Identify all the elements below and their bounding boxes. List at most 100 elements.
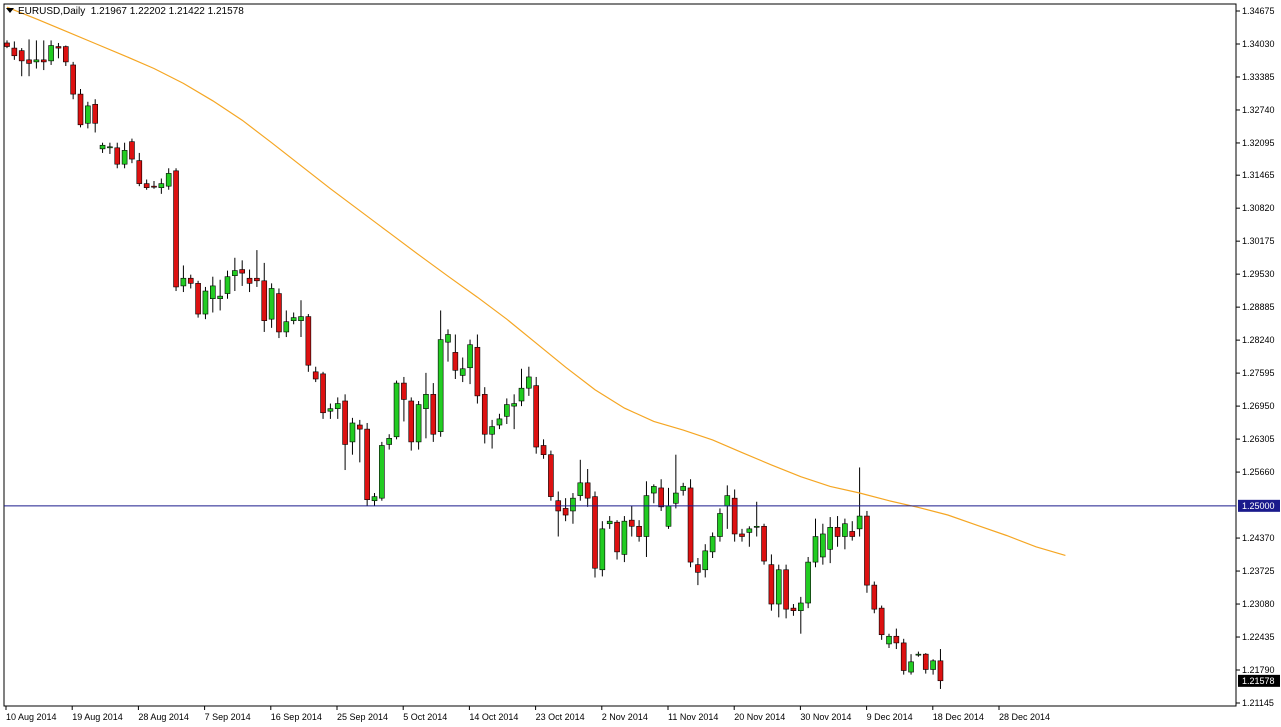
candle-body-bear bbox=[687, 487, 694, 563]
candle-body-bull bbox=[489, 426, 495, 435]
candle bbox=[452, 334, 459, 379]
candle-body-bull bbox=[107, 146, 113, 149]
candle bbox=[77, 88, 84, 128]
x-tick-label: 20 Nov 2014 bbox=[734, 712, 785, 722]
candle bbox=[467, 339, 473, 385]
candle bbox=[650, 484, 657, 504]
candle-body-bull bbox=[210, 285, 216, 299]
candle-body-bear bbox=[481, 394, 488, 435]
y-tick-label: 1.34030 bbox=[1242, 39, 1275, 49]
price-axis: 1.34675 1.34030 1.33385 1.32740 1.32095 1.314… bbox=[1236, 6, 1280, 708]
low-value: 1.21422 bbox=[168, 6, 205, 17]
candle-body-bear bbox=[900, 642, 907, 671]
candle bbox=[915, 651, 922, 657]
candle bbox=[606, 516, 613, 529]
candle bbox=[187, 274, 194, 289]
candle bbox=[437, 310, 444, 437]
candle-body-bull bbox=[232, 270, 238, 276]
candle-body-bear bbox=[768, 564, 775, 605]
candle bbox=[562, 498, 569, 522]
candle-body-bull bbox=[746, 528, 753, 533]
candle-body-bear bbox=[695, 564, 701, 573]
x-tick-label: 11 Nov 2014 bbox=[668, 712, 718, 722]
x-tick-label: 28 Aug 2014 bbox=[138, 712, 189, 722]
candle bbox=[481, 387, 488, 444]
candle-body-bear bbox=[584, 482, 591, 499]
candle bbox=[320, 371, 326, 419]
menu-triangle-icon[interactable] bbox=[6, 8, 14, 13]
candle bbox=[107, 142, 113, 154]
candle bbox=[136, 152, 143, 187]
y-tick-label: 1.31465 bbox=[1242, 170, 1275, 180]
candle bbox=[11, 41, 18, 60]
candle-body-bear bbox=[173, 170, 179, 288]
candle bbox=[423, 372, 429, 439]
candle bbox=[761, 523, 767, 565]
candle bbox=[680, 482, 687, 496]
candle-body-bull bbox=[415, 404, 422, 443]
candle-body-bear bbox=[430, 394, 437, 435]
candle-body-bear bbox=[55, 46, 62, 49]
candle-body-bull bbox=[820, 533, 826, 558]
candle-body-bear bbox=[474, 346, 481, 397]
candle-body-bull bbox=[48, 45, 54, 62]
candle bbox=[232, 257, 238, 292]
candle-body-bull bbox=[908, 661, 914, 673]
candle-body-bear bbox=[129, 141, 135, 160]
candle-body-bear bbox=[18, 50, 25, 62]
candle-body-bear bbox=[40, 59, 47, 63]
candle bbox=[878, 605, 885, 640]
candle bbox=[33, 40, 40, 69]
candle-body-bull bbox=[805, 561, 811, 604]
candle bbox=[290, 312, 297, 325]
candle-body-bear bbox=[739, 533, 745, 537]
y-tick-label: 1.27595 bbox=[1242, 368, 1275, 378]
y-tick-label: 1.33385 bbox=[1242, 72, 1275, 82]
y-tick-label: 1.28885 bbox=[1242, 302, 1275, 312]
candle-body-bear bbox=[320, 373, 326, 414]
candle-body-bear bbox=[548, 454, 554, 497]
candle-body-bull bbox=[217, 295, 223, 299]
x-tick-label: 10 Aug 2014 bbox=[6, 712, 57, 722]
candle bbox=[239, 260, 245, 286]
candle-body-bear bbox=[628, 519, 635, 527]
candle-body-bear bbox=[151, 185, 157, 188]
candle bbox=[312, 366, 319, 383]
candle-body-bear bbox=[246, 277, 253, 284]
candle bbox=[261, 262, 268, 332]
candle bbox=[584, 469, 591, 507]
candle-body-bull bbox=[665, 505, 672, 527]
y-tick-label: 1.22435 bbox=[1242, 632, 1275, 642]
candle bbox=[474, 334, 481, 404]
candle-body-bull bbox=[724, 495, 731, 507]
candle-body-bear bbox=[11, 47, 18, 57]
candle-body-bull bbox=[511, 403, 517, 407]
candle bbox=[217, 279, 223, 311]
candle-body-bull bbox=[680, 486, 687, 491]
candle bbox=[210, 276, 216, 313]
candle-body-bear bbox=[401, 382, 407, 400]
y-tick-label: 1.32740 bbox=[1242, 105, 1275, 115]
open-value: 1.21967 bbox=[90, 6, 127, 17]
candle bbox=[305, 314, 312, 372]
candle-body-bull bbox=[577, 482, 584, 496]
candle bbox=[18, 48, 25, 77]
candle bbox=[415, 400, 422, 450]
y-tick-label: 1.24370 bbox=[1242, 533, 1275, 543]
y-tick-label: 1.25660 bbox=[1242, 467, 1275, 477]
candle-body-bear bbox=[893, 635, 900, 644]
current-price-label-bg bbox=[1238, 674, 1280, 687]
candle bbox=[930, 659, 936, 675]
candle-body-bull bbox=[459, 368, 466, 376]
candle-body-bull bbox=[33, 59, 40, 63]
candle-body-bear bbox=[790, 607, 797, 611]
candle bbox=[731, 489, 738, 542]
candle bbox=[886, 633, 892, 649]
candle-body-bull bbox=[496, 418, 503, 426]
candle-body-bear bbox=[636, 525, 642, 537]
y-tick-label: 1.23725 bbox=[1242, 566, 1275, 576]
y-tick-label: 1.28240 bbox=[1242, 335, 1275, 345]
candle bbox=[864, 510, 870, 593]
candle bbox=[40, 40, 47, 71]
